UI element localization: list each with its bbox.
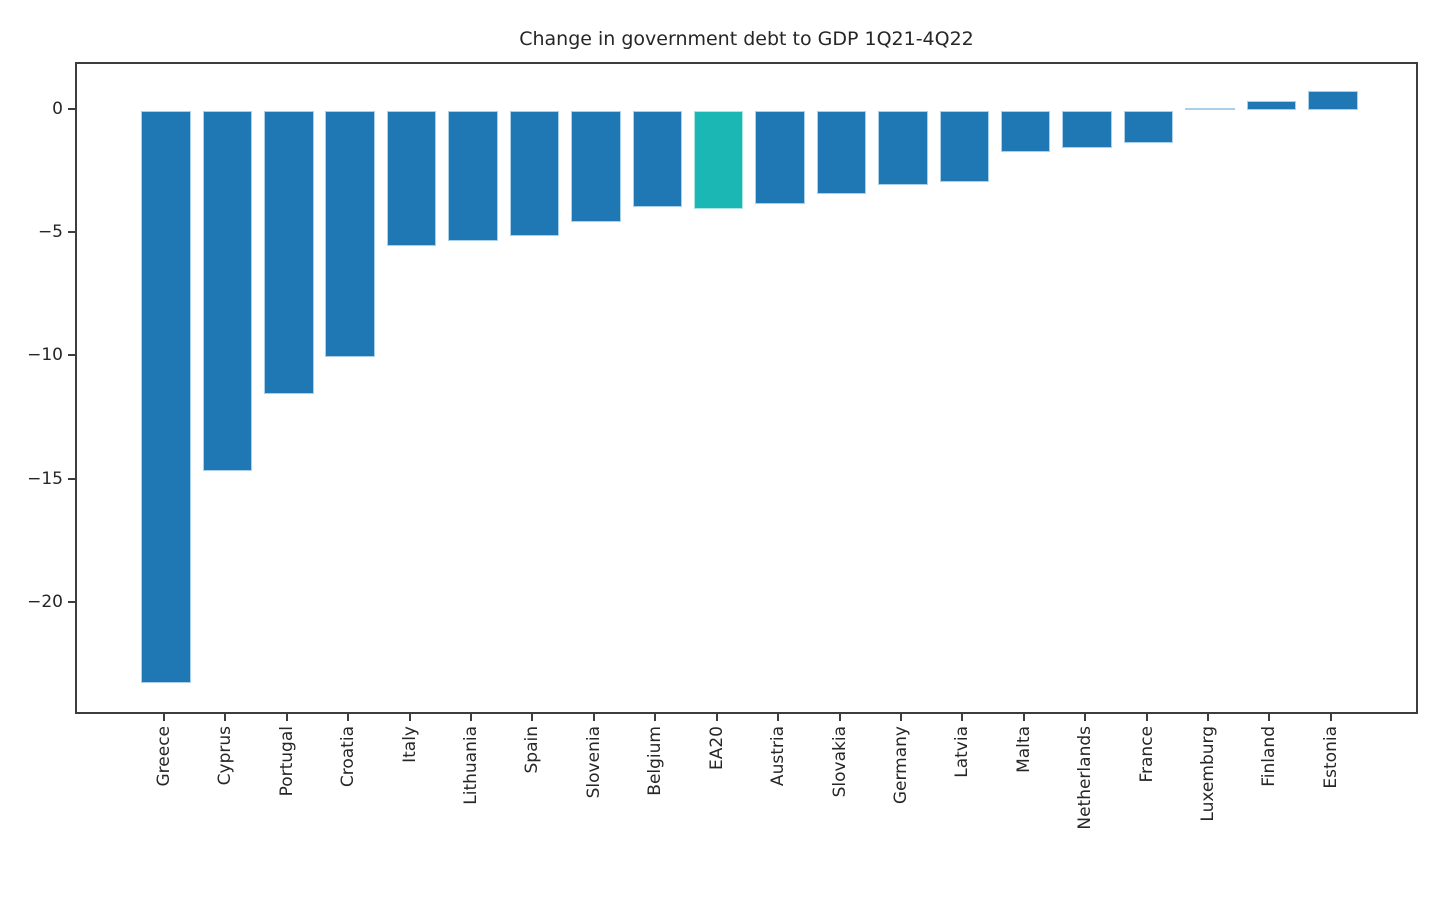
x-tick-mark-italy	[408, 714, 411, 721]
bar-malta	[1000, 110, 1051, 153]
x-tick-mark-ea20	[715, 714, 718, 721]
x-tick-mark-greece	[163, 714, 165, 721]
x-tick-label-slovakia: Slovakia	[829, 726, 850, 798]
x-tick-mark-france	[1145, 714, 1148, 721]
x-tick-label-ea20: EA20	[706, 726, 727, 771]
x-tick-label-estonia: Estonia	[1320, 726, 1341, 789]
x-tick-mark-slovakia	[838, 714, 841, 721]
x-tick-mark-germany	[899, 714, 902, 721]
x-tick-mark-slovenia	[592, 714, 595, 721]
x-tick-mark-estonia	[1329, 714, 1332, 721]
x-tick-mark-lithuania	[470, 714, 473, 721]
bar-slovenia	[571, 110, 621, 222]
x-tick-label-belgium: Belgium	[645, 726, 666, 796]
bar-greece	[141, 110, 191, 684]
bar-portugal	[264, 110, 314, 395]
x-tick-label-finland: Finland	[1259, 726, 1280, 787]
bar-finland	[1246, 100, 1297, 111]
y-tick-label-0: 0	[52, 98, 63, 119]
x-tick-label-germany: Germany	[890, 726, 911, 805]
x-tick-label-lithuania: Lithuania	[461, 726, 482, 805]
y-tick-mark--15	[68, 477, 75, 480]
bar-luxemburg	[1185, 108, 1235, 111]
x-tick-label-greece: Greece	[154, 726, 174, 787]
x-tick-mark-belgium	[654, 714, 657, 721]
x-tick-label-austria: Austria	[768, 726, 789, 787]
bar-netherlands	[1062, 110, 1112, 148]
bar-ea20	[693, 110, 744, 210]
bar-france	[1123, 110, 1174, 143]
bar-belgium	[632, 110, 683, 207]
bar-spain	[509, 110, 560, 237]
y-tick-label--5: −5	[37, 221, 63, 242]
x-tick-mark-croatia	[347, 714, 350, 721]
y-tick-label--20: −20	[27, 592, 63, 613]
bar-latvia	[939, 110, 990, 183]
x-tick-label-portugal: Portugal	[276, 726, 297, 797]
y-tick-label--15: −15	[27, 468, 63, 489]
chart-title: Change in government debt to GDP 1Q21-4Q…	[519, 28, 974, 50]
bar-slovakia	[816, 110, 867, 195]
x-tick-label-spain: Spain	[522, 726, 543, 774]
x-tick-mark-finland	[1268, 714, 1271, 721]
plot-area	[75, 62, 1418, 714]
bar-croatia	[325, 110, 375, 358]
x-tick-mark-spain	[531, 714, 534, 721]
bar-italy	[386, 110, 437, 247]
x-tick-label-latvia: Latvia	[952, 726, 973, 778]
y-tick-mark--20	[68, 601, 75, 604]
x-tick-label-france: France	[1136, 726, 1157, 783]
x-tick-label-netherlands: Netherlands	[1075, 726, 1096, 830]
bar-austria	[755, 110, 805, 205]
y-tick-mark-0	[68, 107, 75, 110]
bar-lithuania	[448, 110, 498, 242]
y-tick-label--10: −10	[27, 345, 63, 366]
bar-estonia	[1308, 90, 1358, 111]
bar-germany	[878, 110, 928, 185]
x-tick-mark-luxemburg	[1206, 714, 1209, 721]
x-tick-label-slovenia: Slovenia	[583, 726, 604, 799]
x-tick-mark-latvia	[961, 714, 964, 721]
x-tick-mark-malta	[1022, 714, 1025, 721]
x-tick-label-cyprus: Cyprus	[215, 726, 236, 786]
x-tick-mark-austria	[777, 714, 780, 721]
x-tick-label-croatia: Croatia	[338, 726, 359, 788]
x-tick-mark-cyprus	[224, 714, 227, 721]
x-tick-label-luxemburg: Luxemburg	[1197, 726, 1218, 822]
y-tick-mark--10	[68, 354, 75, 357]
x-tick-mark-netherlands	[1084, 714, 1087, 721]
x-tick-mark-portugal	[285, 714, 288, 721]
x-tick-label-italy: Italy	[399, 726, 420, 763]
bar-cyprus	[202, 110, 253, 471]
x-tick-label-malta: Malta	[1013, 726, 1034, 773]
y-tick-mark--5	[68, 230, 75, 233]
